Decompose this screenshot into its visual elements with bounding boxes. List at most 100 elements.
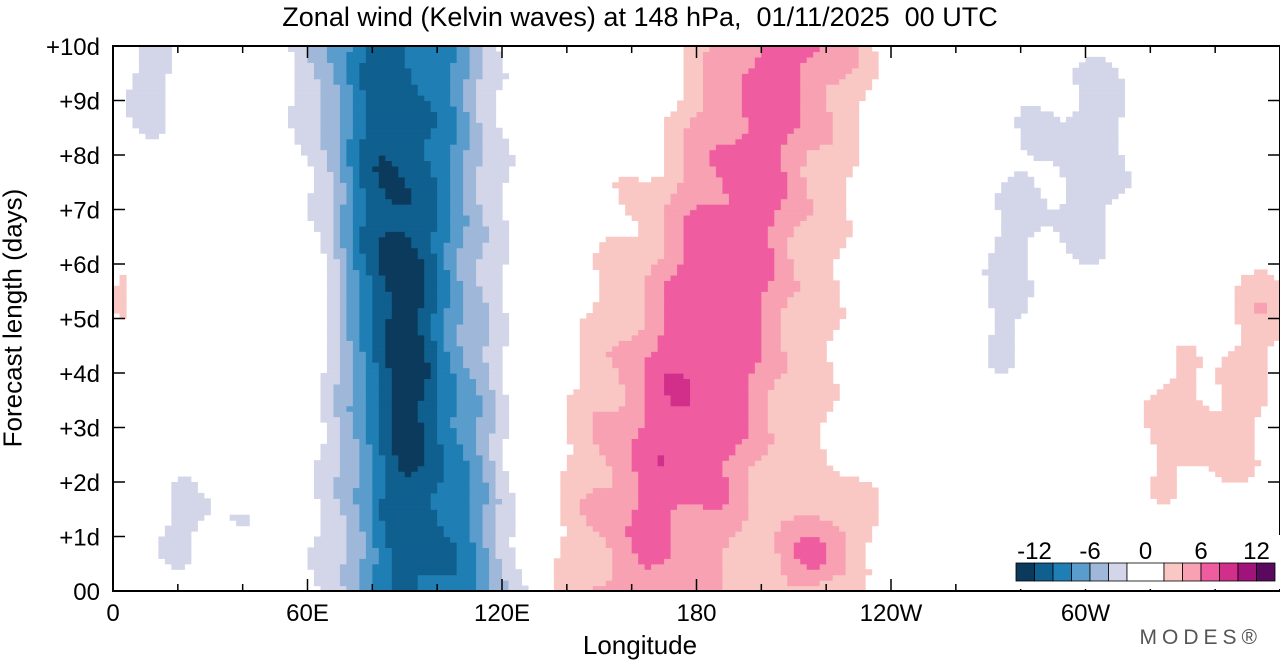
field-cell — [456, 323, 490, 330]
field-cell — [722, 547, 775, 554]
field-cell — [372, 531, 386, 538]
field-cell — [1001, 225, 1041, 232]
field-cell — [670, 514, 749, 521]
field-cell — [450, 362, 464, 369]
field-cell — [1241, 334, 1280, 341]
field-cell — [294, 67, 315, 74]
field-cell — [346, 514, 360, 521]
field-cell — [670, 509, 749, 516]
field-cell — [845, 536, 873, 543]
field-cell — [430, 318, 445, 325]
field-cell — [476, 389, 497, 396]
field-cell — [722, 503, 749, 510]
field-cell — [424, 155, 451, 162]
field-cell — [320, 394, 335, 401]
field-cell — [651, 264, 678, 271]
field-cell — [404, 182, 438, 189]
field-cell — [1020, 105, 1041, 112]
field-cell — [502, 563, 516, 570]
field-cell — [119, 274, 127, 281]
field-cell — [437, 193, 451, 200]
field-cell — [456, 127, 471, 134]
field-cell — [612, 552, 639, 559]
field-cell — [1221, 476, 1249, 483]
field-cell — [728, 454, 762, 461]
field-cell — [800, 100, 827, 107]
field-cell — [359, 62, 406, 69]
field-cell — [346, 520, 360, 527]
field-cell — [424, 149, 451, 156]
field-cell — [326, 285, 341, 292]
field-cell — [592, 432, 639, 439]
field-cell — [339, 138, 347, 145]
field-cell — [476, 443, 490, 450]
field-cell — [800, 165, 853, 172]
field-cell — [476, 547, 490, 554]
field-cell — [1001, 182, 1035, 189]
field-cell — [437, 411, 458, 418]
field-cell — [592, 525, 626, 532]
field-cell — [339, 334, 347, 341]
field-cell — [489, 367, 503, 374]
field-cell — [1150, 487, 1177, 494]
field-cell — [463, 155, 484, 162]
field-cell — [625, 394, 646, 401]
field-cell — [1014, 171, 1028, 178]
field-cell — [780, 334, 834, 341]
field-cell — [359, 285, 373, 292]
field-cell — [326, 427, 341, 434]
field-cell — [780, 552, 795, 559]
field-cell — [352, 122, 367, 129]
field-cell — [657, 334, 762, 341]
field-cell — [320, 78, 335, 85]
field-cell — [1221, 400, 1268, 407]
field-cell — [424, 95, 451, 102]
field-cell — [339, 356, 354, 363]
field-cell — [372, 291, 393, 298]
field-cell — [1066, 187, 1125, 194]
field-cell — [566, 405, 620, 412]
field-cell — [307, 209, 335, 216]
field-cell — [378, 373, 393, 380]
field-cell — [800, 62, 860, 69]
field-cell — [625, 525, 672, 532]
field-cell — [1072, 78, 1125, 85]
field-cell — [469, 111, 477, 118]
field-cell — [359, 471, 373, 478]
field-cell — [463, 225, 490, 232]
field-cell — [424, 427, 438, 434]
field-cell — [365, 133, 432, 140]
field-cell — [424, 302, 438, 309]
field-cell — [819, 536, 847, 543]
field-cell — [702, 105, 743, 112]
field-cell — [437, 182, 451, 189]
field-cell — [450, 422, 477, 429]
field-cell — [417, 400, 438, 407]
field-cell — [1143, 416, 1255, 423]
field-cell — [339, 220, 354, 227]
field-cell — [683, 231, 769, 238]
field-cell — [573, 443, 600, 450]
field-cell — [1241, 329, 1280, 336]
field-cell — [586, 520, 633, 527]
field-cell — [456, 563, 477, 570]
field-cell — [1156, 443, 1255, 450]
field-cell — [365, 269, 380, 276]
field-cell — [592, 253, 665, 260]
field-cell — [787, 236, 847, 243]
field-cell — [365, 127, 432, 134]
field-cell — [294, 51, 309, 58]
field-cell — [767, 449, 827, 456]
field-cell — [631, 541, 672, 548]
field-cell — [339, 345, 354, 352]
field-cell — [333, 182, 347, 189]
field-cell — [359, 520, 373, 527]
field-cell — [320, 531, 347, 538]
field-cell — [683, 84, 704, 91]
field-cell — [417, 465, 445, 472]
field-cell — [774, 541, 795, 548]
field-cell — [806, 187, 847, 194]
field-cell — [158, 552, 192, 559]
field-cell — [1254, 269, 1268, 276]
field-cell — [664, 318, 762, 325]
